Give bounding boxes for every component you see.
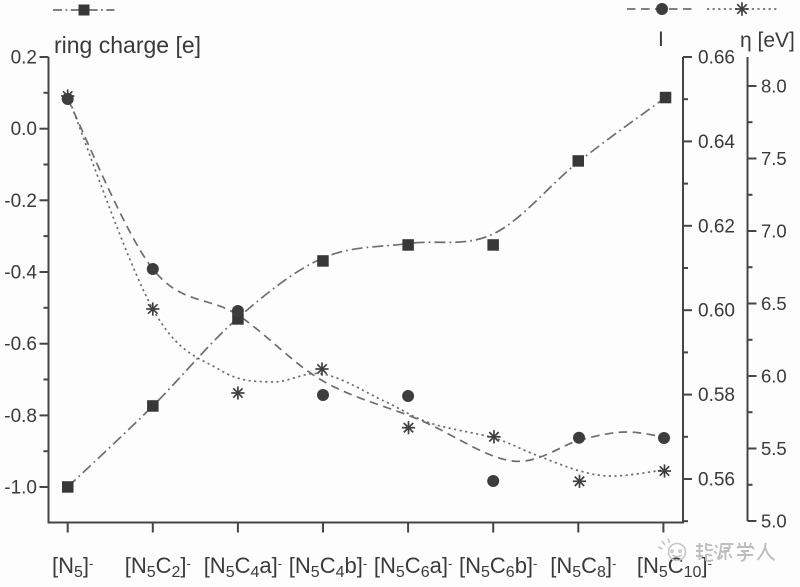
svg-text:[N5C2]-: [N5C2]-: [125, 553, 191, 581]
svg-text:-0.4: -0.4: [4, 263, 37, 284]
svg-text:I: I: [658, 28, 664, 51]
svg-text:-0.8: -0.8: [4, 406, 37, 427]
svg-text:0.62: 0.62: [698, 216, 735, 237]
svg-text:-1.0: -1.0: [4, 478, 37, 499]
svg-text:-0.6: -0.6: [4, 334, 37, 355]
svg-text:-0.2: -0.2: [4, 191, 37, 212]
svg-text:[N5C8]-: [N5C8]-: [550, 553, 616, 581]
svg-text:[N5C6b]-: [N5C6b]-: [459, 553, 537, 581]
svg-text:0.66: 0.66: [698, 48, 735, 69]
svg-text:ring charge [e]: ring charge [e]: [54, 32, 201, 58]
svg-text:0.56: 0.56: [698, 470, 735, 491]
svg-text:0.64: 0.64: [698, 132, 735, 153]
svg-text:[N5C10]-: [N5C10]-: [637, 553, 712, 581]
svg-text:5.0: 5.0: [761, 511, 787, 532]
svg-text:0.60: 0.60: [698, 301, 735, 322]
svg-text:0.58: 0.58: [698, 385, 735, 406]
svg-text:0.2: 0.2: [11, 48, 37, 69]
svg-text:5.5: 5.5: [761, 438, 787, 459]
svg-text:7.5: 7.5: [761, 148, 787, 169]
svg-text:[N5C4b]-: [N5C4b]-: [289, 553, 367, 581]
svg-text:0.0: 0.0: [11, 119, 37, 140]
svg-text:7.0: 7.0: [761, 221, 787, 242]
svg-text:6.5: 6.5: [761, 293, 787, 314]
svg-text:[N5]-: [N5]-: [52, 553, 93, 581]
svg-text:6.0: 6.0: [761, 366, 787, 387]
svg-text:η [eV]: η [eV]: [740, 29, 795, 52]
svg-text:[N5C4a]-: [N5C4a]-: [204, 553, 282, 581]
svg-text:8.0: 8.0: [761, 76, 787, 97]
svg-text:[N5C6a]-: [N5C6a]-: [374, 553, 452, 581]
